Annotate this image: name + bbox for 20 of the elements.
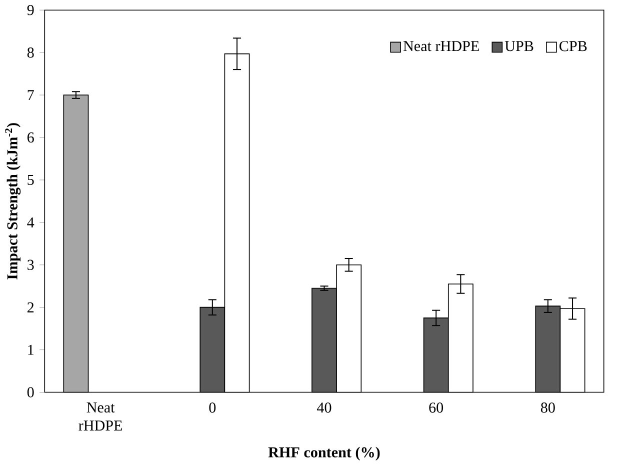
y-tick-label: 8 <box>27 48 34 58</box>
y-tick-label: 0 <box>27 387 34 398</box>
y-tick-label: 5 <box>28 175 34 186</box>
x-tick-label: Neat rHDPE <box>78 402 122 431</box>
legend-label: UPB <box>504 41 534 52</box>
y-axis-title: Impact Strength (kJm$^{-2}$) <box>5 123 21 280</box>
y-tick-label: 4 <box>27 218 34 228</box>
legend-label: CPB <box>560 41 587 52</box>
y-tick-label: 2 <box>28 302 34 313</box>
y-tick-label: 9 <box>27 5 34 16</box>
y-tick-label: 1 <box>28 345 34 356</box>
legend-label: Neat rHDPE <box>403 41 479 52</box>
x-tick-label: 0 <box>209 402 216 413</box>
y-tick-label: 7 <box>28 90 34 100</box>
y-tick-label: 6 <box>27 132 34 143</box>
x-axis-title: RHF content (%) <box>268 447 380 461</box>
x-tick-label: 80 <box>540 402 555 413</box>
x-tick-label: 40 <box>316 402 332 413</box>
y-tick-label: 3 <box>28 260 34 270</box>
x-tick-label: 60 <box>429 402 444 413</box>
